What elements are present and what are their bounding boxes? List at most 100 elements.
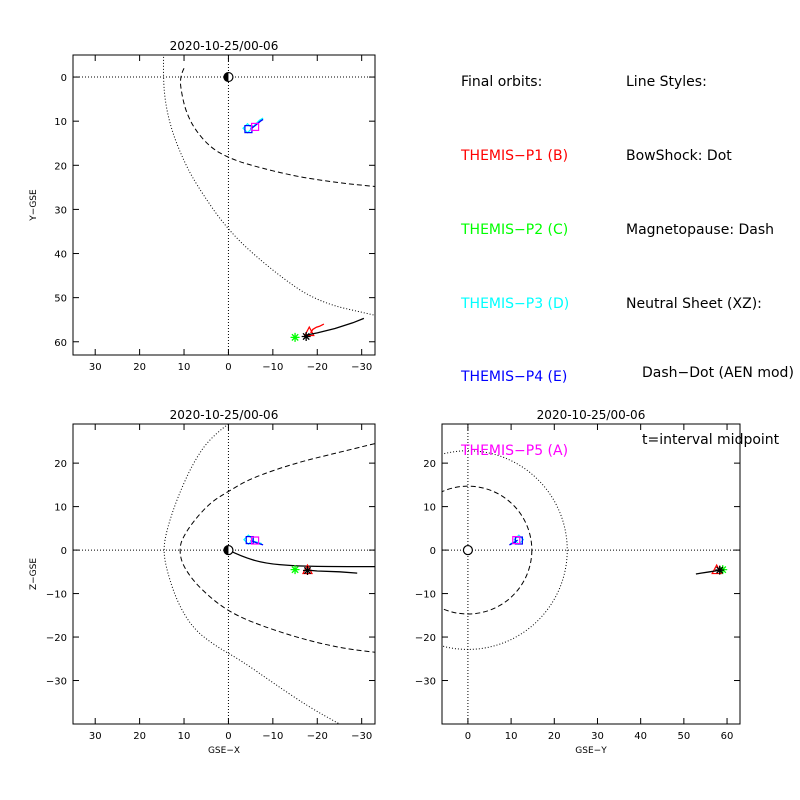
panel-3: 2020-10-25/00-06 0 10 20 30 40 50 60 20 10 0 −10 −20… xyxy=(415,408,741,756)
x-tick-label: 50 xyxy=(677,731,690,742)
neutral-sheet-curve xyxy=(228,549,375,568)
orbit-series xyxy=(245,535,264,546)
plot-area xyxy=(73,424,375,724)
y-tick-label: −10 xyxy=(415,590,436,601)
orbit-track xyxy=(307,569,358,574)
legend-probe-p5: THEMIS−P5 (A) xyxy=(461,443,569,460)
orbit-track xyxy=(695,569,721,575)
orbit-series xyxy=(695,565,725,575)
x-tick-label: −10 xyxy=(262,362,283,373)
triangle-marker xyxy=(303,325,315,337)
plot-frame xyxy=(441,423,741,725)
x-tick-label: 20 xyxy=(133,362,146,373)
x-tick-label: 20 xyxy=(548,731,561,742)
asterisk-marker xyxy=(302,566,312,576)
y-tick-label: 0 xyxy=(430,546,436,557)
orbit-series xyxy=(290,565,300,575)
x-tick-label: −20 xyxy=(307,362,328,373)
panel-title: 2020-10-25/00-06 xyxy=(537,408,646,422)
y-tick-label: 40 xyxy=(54,250,67,261)
plot-area xyxy=(442,424,740,724)
legend-probe-p1: THEMIS−P1 (B) xyxy=(461,147,569,164)
asterisk-marker xyxy=(290,332,300,342)
magnetopause-curve xyxy=(179,68,375,187)
x-tick-label: 0 xyxy=(225,731,231,742)
y-axis-label: Z−GSE xyxy=(29,558,39,590)
y-tick-label: −30 xyxy=(415,677,436,688)
plot-frame xyxy=(72,54,376,356)
x-tick-label: −30 xyxy=(351,731,372,742)
plot-area xyxy=(73,55,375,355)
orbit-series xyxy=(250,122,260,132)
orbit-series xyxy=(512,535,521,545)
x-tick-label: 0 xyxy=(225,362,231,373)
asterisk-marker xyxy=(301,331,311,341)
orbit-track xyxy=(310,323,325,334)
x-tick-label: 30 xyxy=(591,731,604,742)
magnetopause-curve xyxy=(179,443,375,653)
panel-2: 2020-10-25/00-06 30 20 10 0 −10 −20 −30 20 10 0 −10… xyxy=(29,408,376,756)
x-tick-label: 0 xyxy=(465,731,471,742)
square-marker xyxy=(250,536,260,545)
y-tick-label: 0 xyxy=(61,73,67,84)
x-tick-label: 30 xyxy=(89,362,102,373)
square-marker xyxy=(512,535,521,545)
x-tick-label: 10 xyxy=(178,731,191,742)
magnetopause-circle xyxy=(442,485,533,615)
y-tick-label: −10 xyxy=(46,590,67,601)
earth-night-side xyxy=(223,72,229,82)
bowshock-style-label: BowShock: Dot xyxy=(626,147,732,164)
y-tick-label: 10 xyxy=(54,117,67,128)
y-tick-label: 10 xyxy=(423,503,436,514)
x-tick-label: 40 xyxy=(634,731,647,742)
panel-1: 2020-10-25/00-06 30 20 10 0 −10 −20 −30 0 10 20 30 4… xyxy=(29,39,376,373)
line-styles-legend: Line Styles: BowShock: Dot Magnetopause:… xyxy=(626,21,794,473)
x-tick-label: 60 xyxy=(721,731,734,742)
y-tick-label: 20 xyxy=(54,459,67,470)
square-marker xyxy=(250,122,260,132)
neutral-sheet-style-label: Neutral Sheet (XZ): xyxy=(626,295,762,312)
y-tick-label: 20 xyxy=(54,161,67,172)
x-tick-label: 30 xyxy=(89,731,102,742)
panel-title: 2020-10-25/00-06 xyxy=(170,39,279,53)
y-tick-label: 10 xyxy=(54,503,67,514)
orbit-series xyxy=(301,317,365,341)
line-styles-title: Line Styles: xyxy=(626,74,707,91)
y-tick-label: −20 xyxy=(415,633,436,644)
legend-probe-p4: THEMIS−P4 (E) xyxy=(461,369,568,386)
orbit-series xyxy=(290,332,300,342)
earth-night-side xyxy=(223,545,229,555)
legend-probe-p2: THEMIS−P2 (C) xyxy=(461,221,569,238)
orbit-series xyxy=(250,536,260,545)
panel-title: 2020-10-25/00-06 xyxy=(170,408,279,422)
x-tick-label: 10 xyxy=(505,731,518,742)
bowshock-circle xyxy=(442,450,568,650)
bowshock-curve xyxy=(163,424,340,724)
y-tick-label: 0 xyxy=(61,546,67,557)
y-tick-label: 50 xyxy=(54,294,67,305)
orbit-series xyxy=(302,566,358,576)
y-tick-label: 20 xyxy=(423,459,436,470)
plot-frame xyxy=(72,423,376,725)
final-orbits-title: Final orbits: xyxy=(461,74,543,91)
x-tick-label: −20 xyxy=(307,731,328,742)
y-tick-label: −30 xyxy=(46,677,67,688)
x-tick-label: −30 xyxy=(351,362,372,373)
y-axis-label: Y−GSE xyxy=(29,189,39,222)
bowshock-curve xyxy=(162,55,375,316)
x-tick-label: −10 xyxy=(262,731,283,742)
asterisk-marker xyxy=(715,565,725,575)
final-orbits-legend: Final orbits: THEMIS−P1 (B) THEMIS−P2 (C… xyxy=(461,21,569,488)
orbit-track xyxy=(306,317,365,336)
orbit-series xyxy=(303,323,325,337)
magnetopause-style-label: Magnetopause: Dash xyxy=(626,221,775,238)
x-tick-label: 20 xyxy=(133,731,146,742)
x-tick-label: 10 xyxy=(178,362,191,373)
y-tick-label: −20 xyxy=(46,633,67,644)
y-tick-label: 60 xyxy=(54,338,67,349)
interval-midpoint-note: t=interval midpoint xyxy=(642,431,780,448)
square-marker xyxy=(245,535,254,545)
earth-icon xyxy=(462,544,474,556)
asterisk-marker xyxy=(290,565,300,575)
